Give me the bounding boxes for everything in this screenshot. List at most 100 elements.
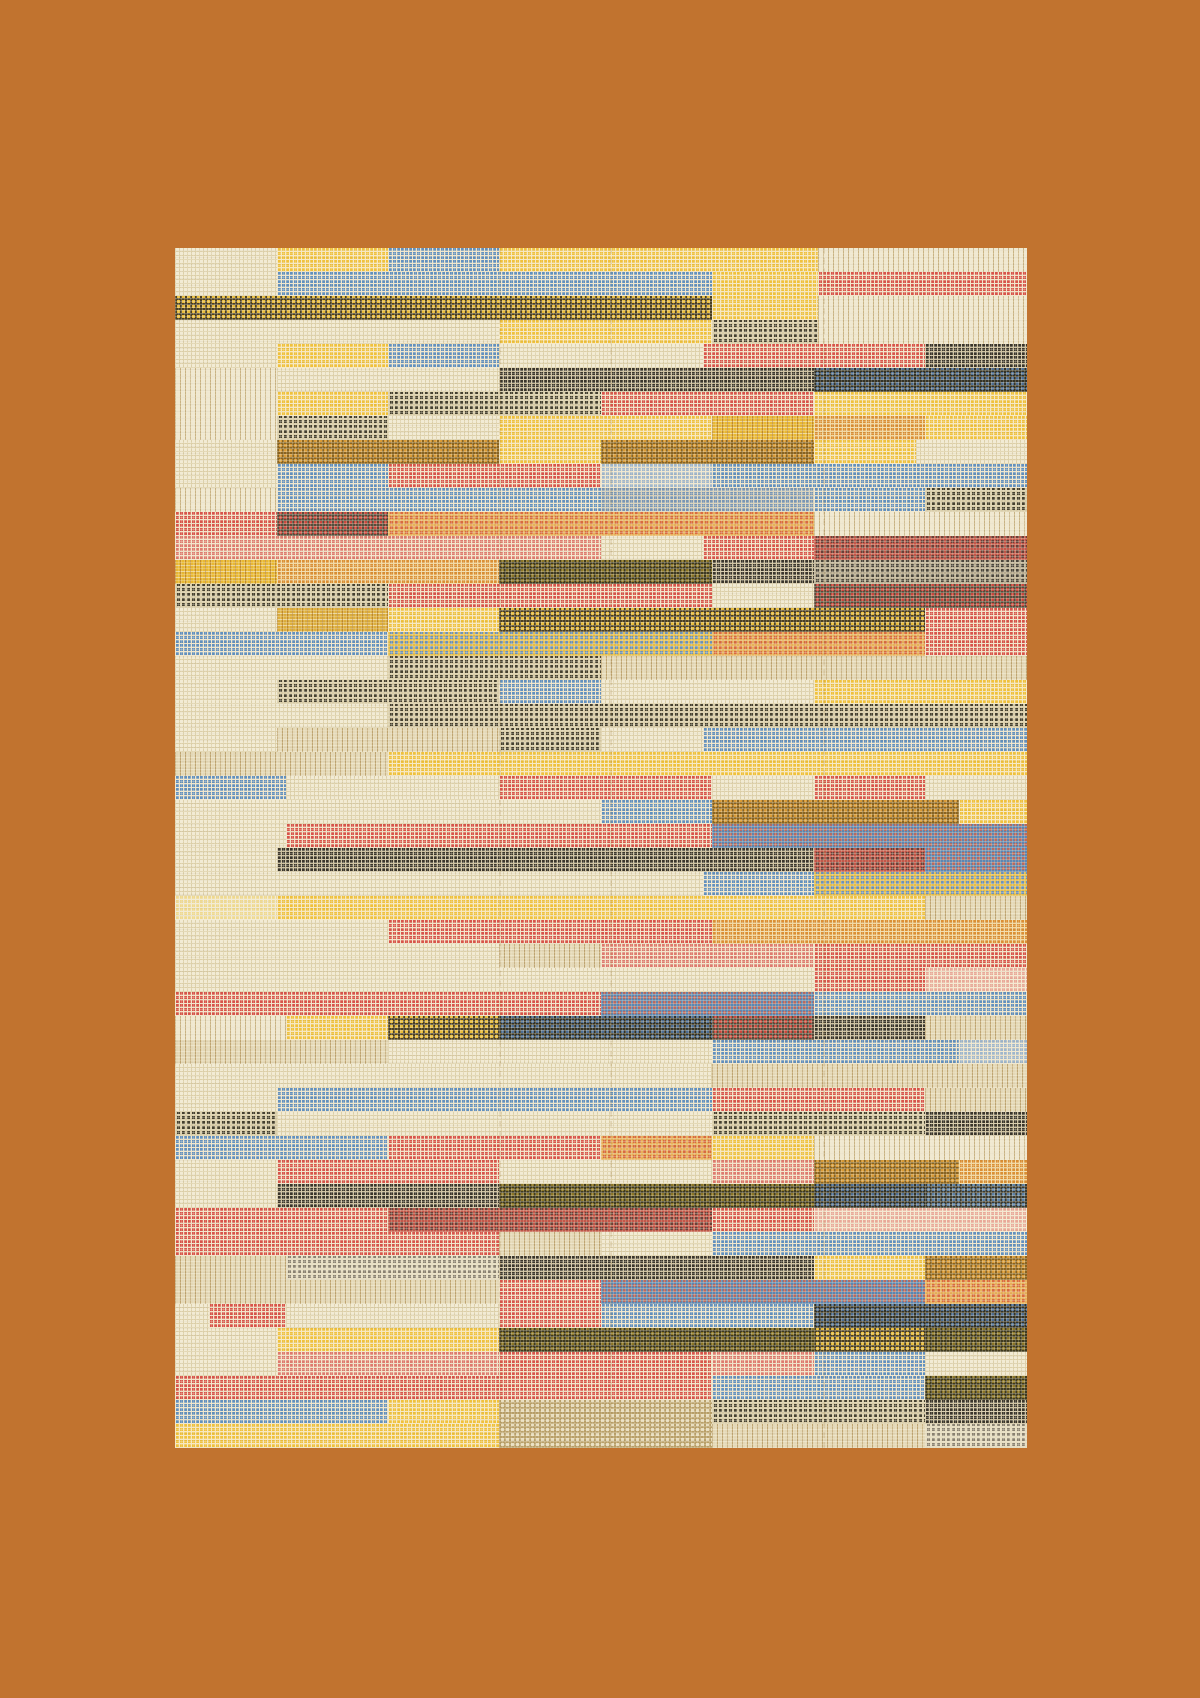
stripe-segment (814, 1328, 925, 1352)
stripe-segment (175, 1136, 388, 1160)
stripe-segment (601, 440, 814, 464)
stripe-segment (924, 848, 1027, 872)
stripe-row (175, 1016, 1027, 1040)
textile-panel (175, 248, 1027, 1448)
stripe-segment (175, 1304, 210, 1328)
stripe-segment (175, 1400, 388, 1424)
stripe-segment (388, 1040, 712, 1064)
stripe-segment (703, 872, 814, 896)
stripe-row (175, 920, 1027, 944)
stripe-segment (814, 872, 1027, 896)
stripe-row (175, 704, 1027, 728)
stripe-segment (924, 632, 1027, 656)
stripe-segment (285, 824, 712, 848)
stripe-segment (703, 728, 1027, 752)
stripe-row (175, 560, 1027, 584)
stripe-segment (388, 1208, 712, 1232)
stripe-segment (711, 1160, 814, 1184)
stripe-segment (175, 296, 712, 320)
stripe-segment (814, 1304, 1027, 1328)
stripe-segment (388, 920, 712, 944)
stripe-segment (818, 248, 1027, 272)
stripe-segment (175, 1232, 499, 1256)
stripe-segment (814, 1160, 959, 1184)
stripe-segment (958, 1040, 1027, 1064)
stripe-segment (498, 776, 712, 800)
stripe-segment (388, 1136, 601, 1160)
stripe-segment (175, 800, 601, 824)
stripe-segment (175, 656, 388, 680)
stripe-segment (388, 344, 499, 368)
stripe-segment (498, 368, 814, 392)
stripe-segment (498, 1160, 712, 1184)
stripe-row (175, 656, 1027, 680)
stripe-row (175, 536, 1027, 560)
stripe-segment (175, 896, 278, 920)
stripe-segment (175, 872, 704, 896)
stripe-row (175, 1352, 1027, 1376)
stripe-segment (814, 1256, 925, 1280)
stripe-row (175, 1064, 1027, 1088)
stripe-row (175, 1232, 1027, 1256)
stripe-row (175, 680, 1027, 704)
stripe-segment (601, 680, 814, 704)
stripe-segment (498, 1016, 712, 1040)
stripe-segment (818, 272, 1027, 296)
stripe-segment (711, 296, 819, 320)
stripe-row (175, 800, 1027, 824)
stripe-segment (175, 368, 278, 392)
stripe-segment (924, 1424, 1027, 1448)
stripe-segment (814, 1016, 925, 1040)
stripe-row (175, 296, 1027, 320)
stripe-segment (277, 392, 388, 416)
stripe-row (175, 1304, 1027, 1328)
stripe-segment (175, 1016, 286, 1040)
stripe-segment (277, 608, 388, 632)
stripe-segment (277, 464, 388, 488)
stripe-segment (498, 1232, 601, 1256)
stripe-segment (388, 752, 1027, 776)
stripe-segment (814, 944, 1027, 968)
stripe-segment (711, 1088, 925, 1112)
stripe-segment (601, 1232, 712, 1256)
stripe-segment (175, 1328, 278, 1352)
stripe-segment (498, 248, 819, 272)
stripe-segment (277, 272, 712, 296)
stripe-segment (175, 512, 278, 536)
stripe-segment (277, 512, 388, 536)
stripe-row (175, 728, 1027, 752)
stripe-row (175, 464, 1027, 488)
stripe-segment (601, 728, 704, 752)
stripe-segment (814, 1208, 1027, 1232)
stripe-row (175, 944, 1027, 968)
stripe-segment (711, 800, 959, 824)
stripe-segment (924, 1112, 1027, 1136)
stripe-row (175, 488, 1027, 512)
stripe-segment (388, 584, 712, 608)
stripe-segment (175, 1040, 388, 1064)
stripe-row (175, 344, 1027, 368)
stripe-segment (277, 1352, 499, 1376)
stripe-segment (814, 488, 925, 512)
stripe-segment (814, 560, 1027, 584)
stripe-segment (175, 968, 814, 992)
stripe-segment (498, 560, 712, 584)
stripe-segment (601, 1136, 712, 1160)
stripe-segment (388, 1016, 499, 1040)
stripe-segment (277, 848, 814, 872)
stripe-segment (277, 344, 388, 368)
stripe-segment (175, 1160, 278, 1184)
stripe-segment (601, 992, 814, 1016)
stripe-row (175, 1040, 1027, 1064)
stripe-segment (703, 344, 925, 368)
stripe-row (175, 1088, 1027, 1112)
stripe-segment (924, 1400, 1027, 1424)
stripe-row (175, 1376, 1027, 1400)
stripe-segment (175, 992, 601, 1016)
stripe-segment (175, 776, 286, 800)
stripe-segment (601, 1280, 925, 1304)
stripe-segment (711, 1352, 814, 1376)
stripe-segment (498, 944, 601, 968)
stripe-row (175, 872, 1027, 896)
stripe-segment (388, 1400, 499, 1424)
